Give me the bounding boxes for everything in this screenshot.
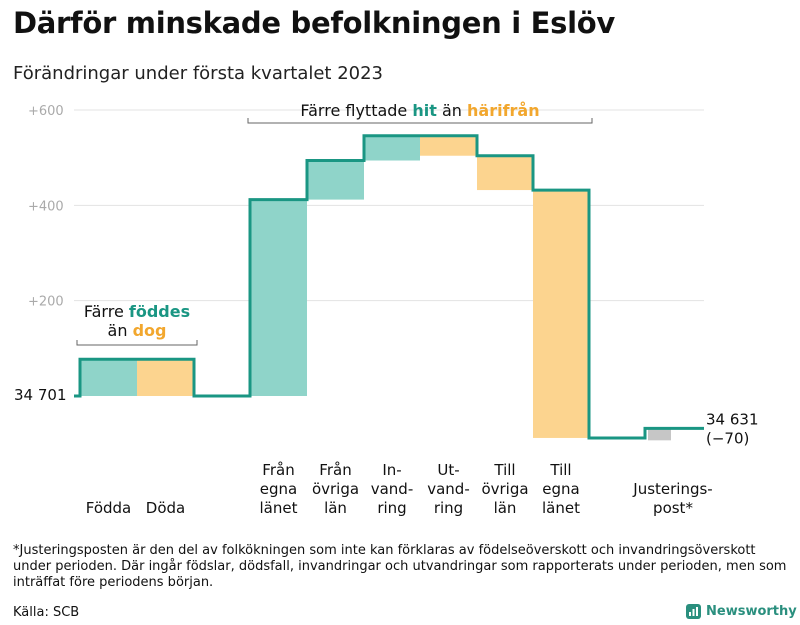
bar bbox=[477, 155, 533, 191]
bar bbox=[307, 160, 364, 200]
start-value-label: 34 701 bbox=[14, 386, 67, 404]
annotation-segment: Färre flyttade bbox=[300, 101, 412, 120]
end-value-label: 34 631 bbox=[706, 410, 759, 428]
category-label: vand- bbox=[427, 480, 470, 498]
annotation-bracket bbox=[76, 340, 198, 346]
category-label: länet bbox=[260, 499, 298, 517]
category-label: In- bbox=[382, 461, 401, 479]
bar bbox=[420, 135, 477, 156]
annotation-births-deaths-line1: Färre föddes bbox=[84, 302, 190, 321]
bar bbox=[533, 190, 589, 438]
bar bbox=[250, 199, 307, 396]
category-label: vand- bbox=[371, 480, 414, 498]
category-label: Till bbox=[493, 461, 515, 479]
annotation-segment: hit bbox=[412, 101, 437, 120]
annotation-segment: föddes bbox=[129, 302, 190, 321]
category-label: övriga bbox=[481, 480, 528, 498]
category-label: Ut- bbox=[437, 461, 459, 479]
category-label: Döda bbox=[146, 499, 185, 517]
category-label: ring bbox=[377, 499, 406, 517]
footnote: *Justeringsposten är den del av folkökni… bbox=[13, 543, 787, 590]
category-label: Födda bbox=[86, 499, 132, 517]
bar bbox=[364, 135, 420, 161]
annotation-segment: dog bbox=[133, 321, 167, 340]
waterfall-chart: +200 +400 +600 34 701 34 631(−70) Födda Döda Fr… bbox=[14, 101, 759, 517]
y-tick-label: +600 bbox=[28, 104, 64, 119]
category-label: län bbox=[494, 499, 517, 517]
y-tick-label: +400 bbox=[28, 199, 64, 214]
annotation-migration: Färre flyttade hit än härifrån bbox=[300, 101, 539, 120]
annotation-segment: härifrån bbox=[467, 101, 540, 120]
category-label: övriga bbox=[312, 480, 359, 498]
chart-title: Därför minskade befolkningen i Eslöv bbox=[13, 6, 615, 40]
annotation-bracket bbox=[247, 118, 593, 124]
category-label: länet bbox=[542, 499, 580, 517]
brand-name: Newsworthy bbox=[706, 604, 797, 619]
annotation-births-deaths-line2: än dog bbox=[108, 321, 167, 340]
annotation-segment: än bbox=[108, 321, 133, 340]
bar bbox=[80, 359, 137, 396]
chart-subtitle: Förändringar under första kvartalet 2023 bbox=[13, 63, 384, 84]
category-label: egna bbox=[260, 480, 297, 498]
category-label: egna bbox=[542, 480, 579, 498]
y-tick-label: +200 bbox=[28, 295, 64, 310]
end-change-label: (−70) bbox=[706, 429, 749, 447]
category-label: Från bbox=[262, 461, 294, 479]
category-label: län bbox=[324, 499, 347, 517]
category-label: Till bbox=[549, 461, 571, 479]
category-label: Från bbox=[319, 461, 351, 479]
category-label: post* bbox=[653, 499, 693, 517]
annotation-segment: Färre bbox=[84, 302, 129, 321]
category-label: ring bbox=[434, 499, 463, 517]
source-text: Källa: SCB bbox=[13, 605, 80, 620]
category-label: Justerings- bbox=[632, 480, 712, 498]
brand-logo[interactable]: Newsworthy bbox=[686, 604, 797, 619]
bar bbox=[648, 428, 671, 441]
population-line bbox=[74, 134, 704, 440]
bar bbox=[137, 359, 194, 396]
bar-chart-icon bbox=[686, 604, 701, 619]
annotation-segment: än bbox=[437, 101, 467, 120]
